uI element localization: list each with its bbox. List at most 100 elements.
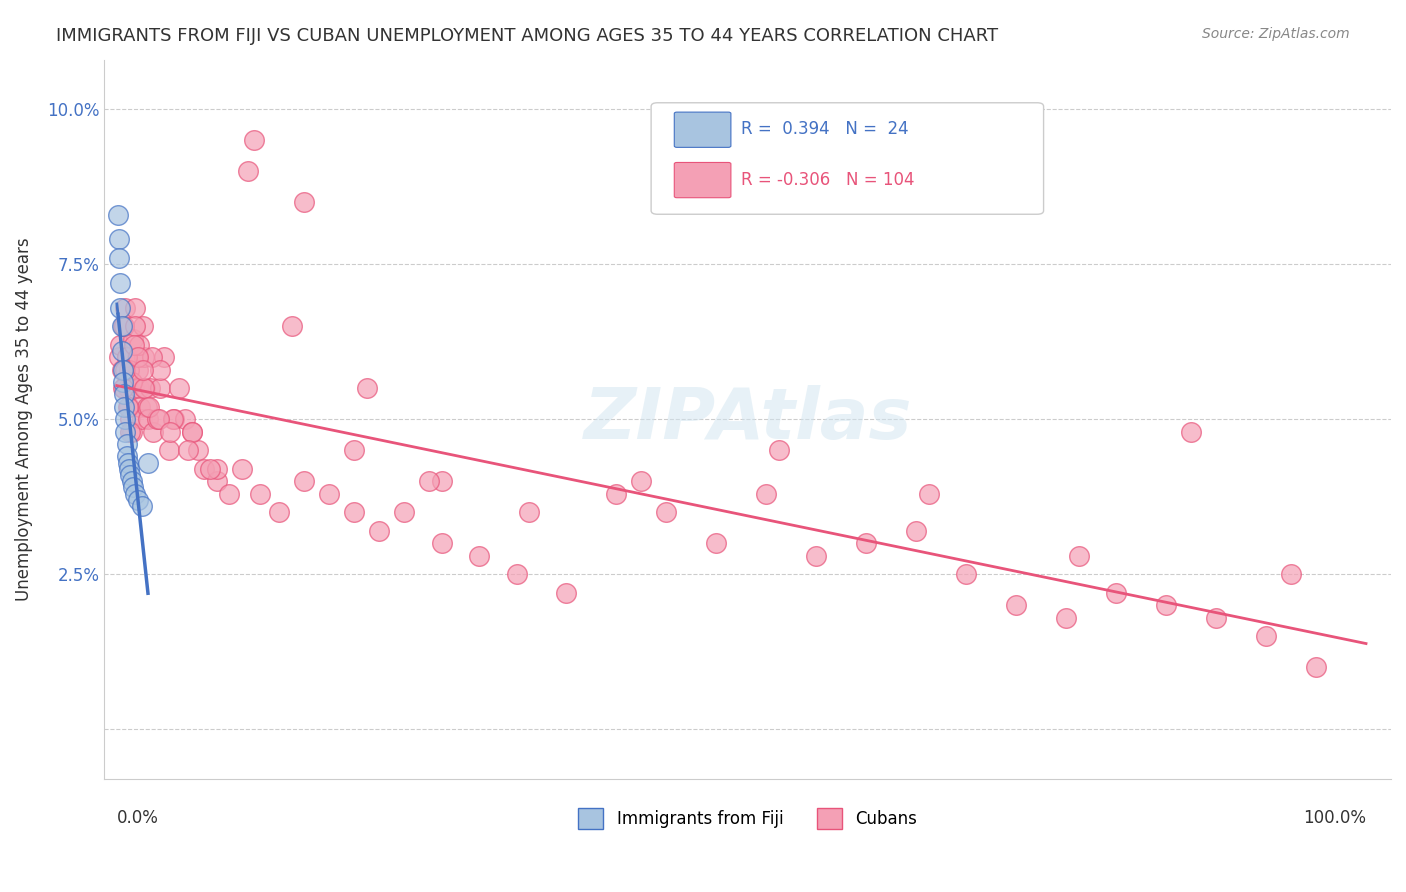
- Point: [1279, 567, 1302, 582]
- Point: [127, 362, 149, 376]
- Point: [111, 344, 134, 359]
- Point: [517, 505, 540, 519]
- Point: [108, 232, 131, 246]
- Point: [114, 425, 136, 439]
- Point: [157, 443, 180, 458]
- Text: Source: ZipAtlas.com: Source: ZipAtlas.com: [1202, 27, 1350, 41]
- Point: [755, 486, 778, 500]
- Point: [121, 425, 143, 439]
- Point: [955, 567, 977, 582]
- Point: [187, 443, 209, 458]
- Point: [121, 475, 143, 489]
- Point: [249, 486, 271, 500]
- Point: [124, 319, 146, 334]
- Point: [122, 480, 145, 494]
- Point: [218, 486, 240, 500]
- Point: [269, 505, 291, 519]
- Point: [117, 400, 139, 414]
- Point: [115, 437, 138, 451]
- Point: [149, 362, 172, 376]
- Point: [115, 351, 138, 365]
- Point: [343, 505, 366, 519]
- Point: [111, 319, 134, 334]
- Point: [655, 505, 678, 519]
- Point: [174, 412, 197, 426]
- Point: [110, 301, 132, 315]
- Point: [630, 475, 652, 489]
- FancyBboxPatch shape: [675, 112, 731, 147]
- Point: [145, 412, 167, 426]
- Point: [392, 505, 415, 519]
- Point: [127, 351, 149, 365]
- Point: [1205, 610, 1227, 624]
- Point: [128, 338, 150, 352]
- Point: [114, 412, 136, 426]
- Point: [115, 450, 138, 464]
- Point: [905, 524, 928, 538]
- Point: [205, 475, 228, 489]
- Point: [136, 456, 159, 470]
- Text: 100.0%: 100.0%: [1303, 809, 1367, 828]
- Point: [134, 381, 156, 395]
- Point: [159, 425, 181, 439]
- Point: [110, 276, 132, 290]
- Point: [167, 381, 190, 395]
- Point: [139, 381, 162, 395]
- Point: [134, 381, 156, 395]
- Point: [112, 387, 135, 401]
- Point: [134, 351, 156, 365]
- Point: [131, 499, 153, 513]
- Point: [1305, 660, 1327, 674]
- Point: [468, 549, 491, 563]
- Point: [142, 425, 165, 439]
- Point: [120, 412, 142, 426]
- Point: [1005, 599, 1028, 613]
- Point: [138, 400, 160, 414]
- Legend: Immigrants from Fiji, Cubans: Immigrants from Fiji, Cubans: [572, 802, 924, 835]
- Point: [149, 381, 172, 395]
- Point: [122, 381, 145, 395]
- Point: [292, 475, 315, 489]
- Point: [120, 425, 142, 439]
- Point: [180, 425, 202, 439]
- Point: [114, 301, 136, 315]
- Point: [132, 362, 155, 376]
- Text: R = -0.306   N = 104: R = -0.306 N = 104: [741, 170, 915, 189]
- FancyBboxPatch shape: [651, 103, 1043, 214]
- Point: [180, 425, 202, 439]
- Point: [127, 492, 149, 507]
- Point: [118, 462, 141, 476]
- Point: [108, 251, 131, 265]
- Point: [136, 412, 159, 426]
- FancyBboxPatch shape: [675, 162, 731, 198]
- Point: [108, 351, 131, 365]
- Point: [111, 362, 134, 376]
- Point: [114, 362, 136, 376]
- Point: [177, 443, 200, 458]
- Point: [1105, 586, 1128, 600]
- Point: [368, 524, 391, 538]
- Point: [193, 462, 215, 476]
- Point: [200, 462, 222, 476]
- Point: [318, 486, 340, 500]
- Point: [129, 400, 152, 414]
- Point: [117, 381, 139, 395]
- Point: [115, 351, 138, 365]
- Point: [555, 586, 578, 600]
- Point: [162, 412, 184, 426]
- Point: [121, 375, 143, 389]
- Point: [112, 400, 135, 414]
- Point: [163, 412, 186, 426]
- Point: [111, 319, 134, 334]
- Point: [1180, 425, 1202, 439]
- Point: [125, 351, 148, 365]
- Point: [111, 381, 134, 395]
- Point: [1067, 549, 1090, 563]
- Point: [505, 567, 527, 582]
- Point: [110, 338, 132, 352]
- Y-axis label: Unemployment Among Ages 35 to 44 years: Unemployment Among Ages 35 to 44 years: [15, 237, 32, 601]
- Point: [132, 319, 155, 334]
- Point: [806, 549, 828, 563]
- Point: [1154, 599, 1177, 613]
- Point: [141, 351, 163, 365]
